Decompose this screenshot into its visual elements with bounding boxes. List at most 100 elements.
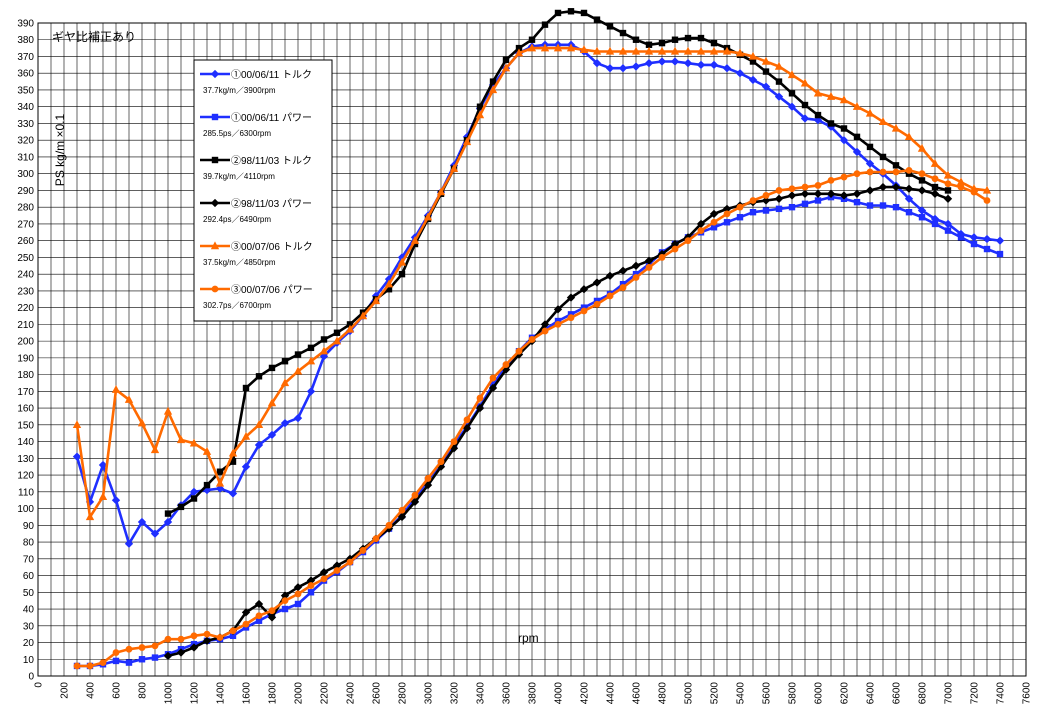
y-tick-label: 130 bbox=[17, 454, 34, 465]
data-point bbox=[827, 176, 835, 184]
y-tick-label: 330 bbox=[17, 119, 34, 130]
data-point bbox=[774, 61, 784, 70]
data-point bbox=[918, 177, 926, 184]
data-point bbox=[346, 558, 354, 566]
data-point bbox=[554, 9, 562, 17]
data-point bbox=[878, 117, 888, 125]
chart-annotation: ギヤ比補正あり bbox=[52, 30, 136, 44]
x-tick-label: 7200 bbox=[970, 682, 981, 705]
data-point bbox=[98, 460, 108, 470]
data-point bbox=[137, 418, 147, 427]
data-point bbox=[164, 635, 172, 643]
data-point bbox=[645, 41, 653, 48]
x-tick-label: 2000 bbox=[294, 682, 305, 705]
data-point bbox=[85, 512, 95, 521]
data-point bbox=[307, 344, 315, 352]
data-point bbox=[632, 274, 640, 281]
data-point bbox=[943, 170, 953, 179]
x-tick-label: 4200 bbox=[580, 682, 591, 705]
data-point bbox=[320, 575, 328, 583]
data-point bbox=[632, 36, 640, 43]
data-point bbox=[775, 78, 783, 85]
x-tick-label: 4600 bbox=[632, 682, 643, 705]
data-point bbox=[970, 188, 978, 196]
x-tick-label: 1000 bbox=[164, 682, 175, 705]
data-point bbox=[631, 46, 641, 55]
data-point bbox=[787, 70, 797, 79]
data-point bbox=[202, 446, 212, 455]
data-point bbox=[696, 46, 706, 55]
data-point bbox=[72, 420, 82, 429]
data-point bbox=[463, 416, 471, 424]
data-point bbox=[293, 366, 303, 375]
data-point bbox=[111, 496, 121, 505]
x-tick-label: 4800 bbox=[658, 682, 669, 705]
data-point bbox=[619, 29, 627, 37]
series-lines bbox=[72, 8, 1005, 670]
data-point bbox=[411, 491, 419, 499]
legend-swatch-marker bbox=[211, 156, 219, 164]
data-point bbox=[722, 64, 732, 73]
data-point bbox=[918, 214, 926, 221]
y-tick-label: 340 bbox=[17, 102, 34, 113]
data-point bbox=[177, 503, 185, 511]
data-point bbox=[579, 285, 589, 294]
x-tick-label: 1200 bbox=[190, 682, 201, 705]
legend-swatch-marker bbox=[211, 285, 219, 293]
y-tick-label: 20 bbox=[23, 638, 35, 649]
data-point bbox=[398, 270, 406, 278]
data-point bbox=[332, 336, 342, 345]
data-point bbox=[710, 218, 718, 226]
data-point bbox=[541, 327, 549, 335]
x-axis-label: rpm bbox=[518, 631, 539, 645]
data-point bbox=[865, 108, 875, 117]
data-point bbox=[814, 111, 822, 119]
data-point bbox=[488, 85, 498, 94]
data-point bbox=[489, 374, 497, 382]
data-point bbox=[684, 34, 692, 42]
data-point bbox=[241, 462, 251, 471]
legend-sublabel: 292.4ps／6490rpm bbox=[203, 215, 271, 224]
y-tick-label: 140 bbox=[17, 437, 34, 448]
data-point bbox=[176, 648, 186, 657]
legend-swatch-marker bbox=[210, 241, 220, 250]
data-point bbox=[631, 261, 641, 270]
data-point bbox=[268, 364, 276, 372]
y-axis-label: PS kg/m ×0.1 bbox=[53, 113, 67, 186]
data-point bbox=[892, 203, 900, 211]
data-point bbox=[566, 43, 576, 52]
data-point bbox=[866, 168, 874, 176]
data-point bbox=[709, 60, 719, 70]
y-tick-label: 250 bbox=[17, 253, 34, 264]
data-point bbox=[761, 82, 771, 91]
data-point bbox=[865, 186, 875, 195]
x-tick-label: 200 bbox=[60, 682, 71, 699]
data-point bbox=[72, 452, 82, 461]
x-tick-label: 4000 bbox=[554, 682, 565, 705]
y-tick-label: 60 bbox=[23, 571, 35, 582]
x-tick-label: 2800 bbox=[398, 682, 409, 705]
y-tick-label: 10 bbox=[23, 655, 35, 666]
x-tick-label: 6000 bbox=[814, 682, 825, 705]
data-point bbox=[892, 168, 900, 176]
data-point bbox=[657, 46, 667, 55]
legend-sublabel: 39.7kg/m／4110rpm bbox=[203, 172, 275, 181]
data-point bbox=[853, 198, 861, 206]
data-point bbox=[306, 356, 316, 365]
x-tick-label: 4400 bbox=[606, 682, 617, 705]
data-point bbox=[658, 39, 666, 47]
data-point bbox=[138, 644, 146, 651]
data-point bbox=[190, 495, 198, 502]
data-point bbox=[385, 521, 393, 529]
data-point bbox=[99, 659, 107, 667]
series-6 bbox=[73, 166, 991, 670]
legend: ①00/06/11 トルク 37.7kg/m／3900rpm ①00/06/11 パ… bbox=[193, 59, 333, 322]
data-point bbox=[605, 46, 615, 55]
data-point bbox=[709, 209, 719, 219]
data-point bbox=[761, 196, 771, 205]
x-tick-label: 3400 bbox=[476, 682, 487, 705]
data-point bbox=[826, 189, 836, 198]
data-point bbox=[345, 324, 355, 333]
data-point bbox=[554, 320, 562, 328]
data-point bbox=[267, 430, 277, 440]
